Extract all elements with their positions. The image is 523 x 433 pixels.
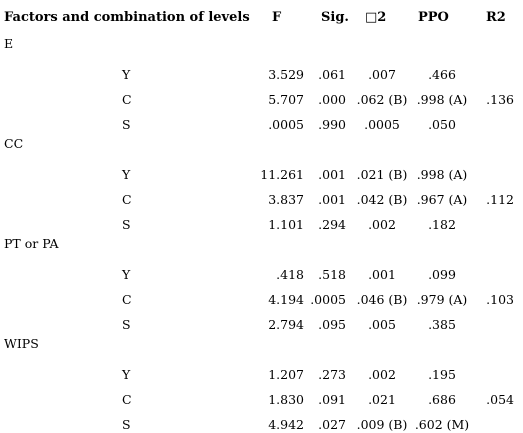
- ppo-cell: .998 (A): [416, 167, 468, 182]
- level-cell: C: [122, 192, 132, 207]
- ppo-cell: .686: [428, 392, 456, 407]
- level-cell: S: [122, 317, 131, 332]
- header-eta: □2: [365, 10, 387, 25]
- group-label: WIPS: [4, 336, 39, 351]
- f-cell: 4.942: [268, 417, 304, 432]
- f-cell: 2.794: [268, 317, 304, 332]
- ppo-cell: .466: [428, 67, 456, 82]
- sig-cell: .0005: [310, 292, 346, 307]
- eta-cell: .009 (B): [356, 417, 408, 432]
- group-label: CC: [4, 136, 24, 151]
- level-cell: Y: [122, 267, 131, 282]
- header-factor: Factors and combination of levels: [4, 10, 250, 25]
- eta-cell: .021 (B): [356, 167, 408, 182]
- header-r2: R2: [486, 10, 506, 25]
- f-cell: .418: [276, 267, 304, 282]
- ppo-cell: .182: [428, 217, 456, 232]
- sig-cell: .294: [318, 217, 346, 232]
- eta-cell: .002: [368, 217, 396, 232]
- ppo-cell: .979 (A): [416, 292, 468, 307]
- r2-cell: .136: [486, 92, 514, 107]
- header-ppo: PPO: [418, 10, 449, 25]
- ppo-cell: .195: [428, 367, 456, 382]
- level-cell: S: [122, 117, 131, 132]
- level-cell: S: [122, 417, 131, 432]
- eta-cell: .046 (B): [356, 292, 408, 307]
- eta-cell: .005: [368, 317, 396, 332]
- sig-cell: .061: [318, 67, 346, 82]
- sig-cell: .273: [318, 367, 346, 382]
- level-cell: C: [122, 392, 132, 407]
- r2-cell: .112: [486, 192, 514, 207]
- r2-cell: .103: [486, 292, 514, 307]
- sig-cell: .095: [318, 317, 346, 332]
- sig-cell: .001: [318, 192, 346, 207]
- level-cell: C: [122, 92, 132, 107]
- f-cell: 4.194: [268, 292, 304, 307]
- eta-cell: .042 (B): [356, 192, 408, 207]
- eta-cell: .021: [368, 392, 396, 407]
- header-f: F: [272, 10, 282, 25]
- sig-cell: .091: [318, 392, 346, 407]
- ppo-cell: .099: [428, 267, 456, 282]
- ppo-cell: .998 (A): [416, 92, 468, 107]
- r2-cell: .054: [486, 392, 514, 407]
- group-label: E: [4, 36, 14, 51]
- ppo-cell: .050: [428, 117, 456, 132]
- f-cell: 1.101: [268, 217, 304, 232]
- level-cell: S: [122, 217, 131, 232]
- sig-cell: .027: [318, 417, 346, 432]
- ppo-cell: .602 (M): [414, 417, 470, 432]
- sig-cell: .000: [318, 92, 346, 107]
- eta-cell: .001: [368, 267, 396, 282]
- eta-cell: .007: [368, 67, 396, 82]
- f-cell: 11.261: [260, 167, 304, 182]
- f-cell: 3.529: [268, 67, 304, 82]
- ppo-cell: .967 (A): [416, 192, 468, 207]
- level-cell: C: [122, 292, 132, 307]
- f-cell: .0005: [268, 117, 304, 132]
- f-cell: 1.830: [268, 392, 304, 407]
- eta-cell: .002: [368, 367, 396, 382]
- f-cell: 5.707: [268, 92, 304, 107]
- f-cell: 1.207: [268, 367, 304, 382]
- eta-cell: .062 (B): [356, 92, 408, 107]
- group-label: PT or PA: [4, 236, 59, 251]
- level-cell: Y: [122, 67, 131, 82]
- sig-cell: .990: [318, 117, 346, 132]
- header-sig: Sig.: [321, 10, 349, 25]
- sig-cell: .001: [318, 167, 346, 182]
- sig-cell: .518: [318, 267, 346, 282]
- eta-cell: .0005: [364, 117, 400, 132]
- level-cell: Y: [122, 167, 131, 182]
- f-cell: 3.837: [268, 192, 304, 207]
- level-cell: Y: [122, 367, 131, 382]
- ppo-cell: .385: [428, 317, 456, 332]
